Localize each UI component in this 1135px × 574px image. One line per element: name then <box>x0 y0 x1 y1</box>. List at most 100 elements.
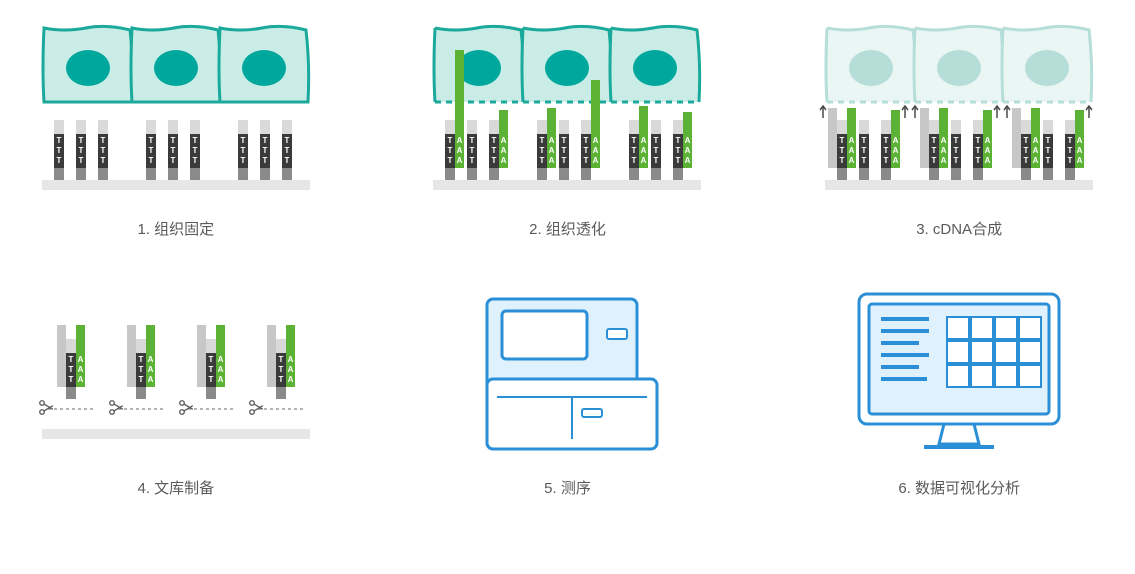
svg-text:T: T <box>562 156 567 165</box>
svg-text:A: A <box>641 156 647 165</box>
panel-step-5: 5. 测序 <box>402 279 734 498</box>
svg-text:A: A <box>549 146 555 155</box>
svg-text:T: T <box>540 146 545 155</box>
illustration-step-1: TTT TTT TTT TTT TTT TTT TTT TTT TTT <box>36 20 316 200</box>
svg-text:T: T <box>954 136 959 145</box>
svg-text:A: A <box>287 365 293 374</box>
svg-text:T: T <box>1046 156 1051 165</box>
svg-text:A: A <box>849 156 855 165</box>
panel-step-1: TTT TTT TTT TTT TTT TTT TTT TTT TTT <box>10 20 342 239</box>
svg-text:T: T <box>448 136 453 145</box>
svg-text:T: T <box>654 156 659 165</box>
svg-text:T: T <box>78 156 83 165</box>
svg-text:T: T <box>170 136 175 145</box>
svg-text:T: T <box>240 156 245 165</box>
svg-text:T: T <box>192 156 197 165</box>
svg-text:T: T <box>976 136 981 145</box>
svg-text:A: A <box>77 365 83 374</box>
svg-text:T: T <box>78 136 83 145</box>
svg-text:T: T <box>1046 146 1051 155</box>
svg-text:T: T <box>492 156 497 165</box>
illustration-step-5 <box>427 279 707 459</box>
svg-text:T: T <box>676 136 681 145</box>
svg-text:A: A <box>501 156 507 165</box>
svg-text:T: T <box>976 146 981 155</box>
svg-text:T: T <box>138 375 143 384</box>
svg-text:T: T <box>1046 136 1051 145</box>
svg-text:A: A <box>685 156 691 165</box>
svg-text:T: T <box>492 136 497 145</box>
svg-text:T: T <box>954 146 959 155</box>
svg-text:A: A <box>1033 136 1039 145</box>
svg-text:T: T <box>954 156 959 165</box>
svg-text:T: T <box>1068 156 1073 165</box>
svg-text:A: A <box>549 156 555 165</box>
svg-text:A: A <box>593 146 599 155</box>
svg-text:T: T <box>562 136 567 145</box>
svg-text:A: A <box>985 156 991 165</box>
caption-step-2: 2. 组织透化 <box>529 218 606 239</box>
svg-text:T: T <box>100 156 105 165</box>
svg-text:A: A <box>217 355 223 364</box>
svg-text:T: T <box>862 146 867 155</box>
svg-text:A: A <box>1033 156 1039 165</box>
svg-text:T: T <box>278 355 283 364</box>
svg-text:T: T <box>448 156 453 165</box>
svg-text:T: T <box>148 156 153 165</box>
svg-text:T: T <box>1068 136 1073 145</box>
svg-text:A: A <box>77 375 83 384</box>
svg-text:T: T <box>192 136 197 145</box>
svg-text:T: T <box>262 146 267 155</box>
svg-text:A: A <box>287 355 293 364</box>
svg-text:T: T <box>540 156 545 165</box>
caption-step-4: 4. 文库制备 <box>137 477 214 498</box>
panel-step-6: 6. 数据可视化分析 <box>793 279 1125 498</box>
svg-text:T: T <box>1068 146 1073 155</box>
svg-text:A: A <box>893 156 899 165</box>
svg-text:T: T <box>1024 156 1029 165</box>
svg-text:T: T <box>278 375 283 384</box>
svg-text:T: T <box>862 136 867 145</box>
svg-text:T: T <box>170 146 175 155</box>
svg-text:T: T <box>148 136 153 145</box>
svg-text:T: T <box>632 136 637 145</box>
svg-text:T: T <box>932 136 937 145</box>
caption-step-1: 1. 组织固定 <box>137 218 214 239</box>
svg-text:T: T <box>240 146 245 155</box>
panel-step-3: TTT AAA TTT TTT AAA <box>793 20 1125 239</box>
svg-text:A: A <box>147 375 153 384</box>
svg-text:A: A <box>941 136 947 145</box>
svg-text:A: A <box>941 146 947 155</box>
svg-text:A: A <box>685 146 691 155</box>
svg-text:T: T <box>676 146 681 155</box>
caption-step-6: 6. 数据可视化分析 <box>898 477 1020 498</box>
svg-text:T: T <box>138 355 143 364</box>
svg-text:T: T <box>976 156 981 165</box>
svg-text:A: A <box>457 136 463 145</box>
svg-text:T: T <box>470 146 475 155</box>
svg-text:T: T <box>584 136 589 145</box>
svg-text:A: A <box>501 136 507 145</box>
svg-text:T: T <box>632 146 637 155</box>
caption-step-5: 5. 测序 <box>544 477 591 498</box>
svg-text:A: A <box>985 136 991 145</box>
svg-text:T: T <box>100 146 105 155</box>
svg-text:A: A <box>941 156 947 165</box>
svg-text:T: T <box>78 146 83 155</box>
svg-text:T: T <box>676 156 681 165</box>
svg-text:T: T <box>262 156 267 165</box>
svg-text:T: T <box>932 156 937 165</box>
svg-text:T: T <box>56 136 61 145</box>
svg-text:T: T <box>932 146 937 155</box>
svg-text:A: A <box>457 156 463 165</box>
illustration-step-2: TTT AAA TTT TTT AAA TTT AAA TTT TTT <box>427 20 707 200</box>
illustration-step-3: TTT AAA TTT TTT AAA <box>819 20 1099 200</box>
svg-text:A: A <box>893 146 899 155</box>
svg-text:T: T <box>654 146 659 155</box>
svg-text:A: A <box>1077 136 1083 145</box>
svg-text:T: T <box>584 156 589 165</box>
svg-text:T: T <box>148 146 153 155</box>
svg-text:T: T <box>100 136 105 145</box>
svg-text:T: T <box>470 136 475 145</box>
svg-text:T: T <box>884 136 889 145</box>
